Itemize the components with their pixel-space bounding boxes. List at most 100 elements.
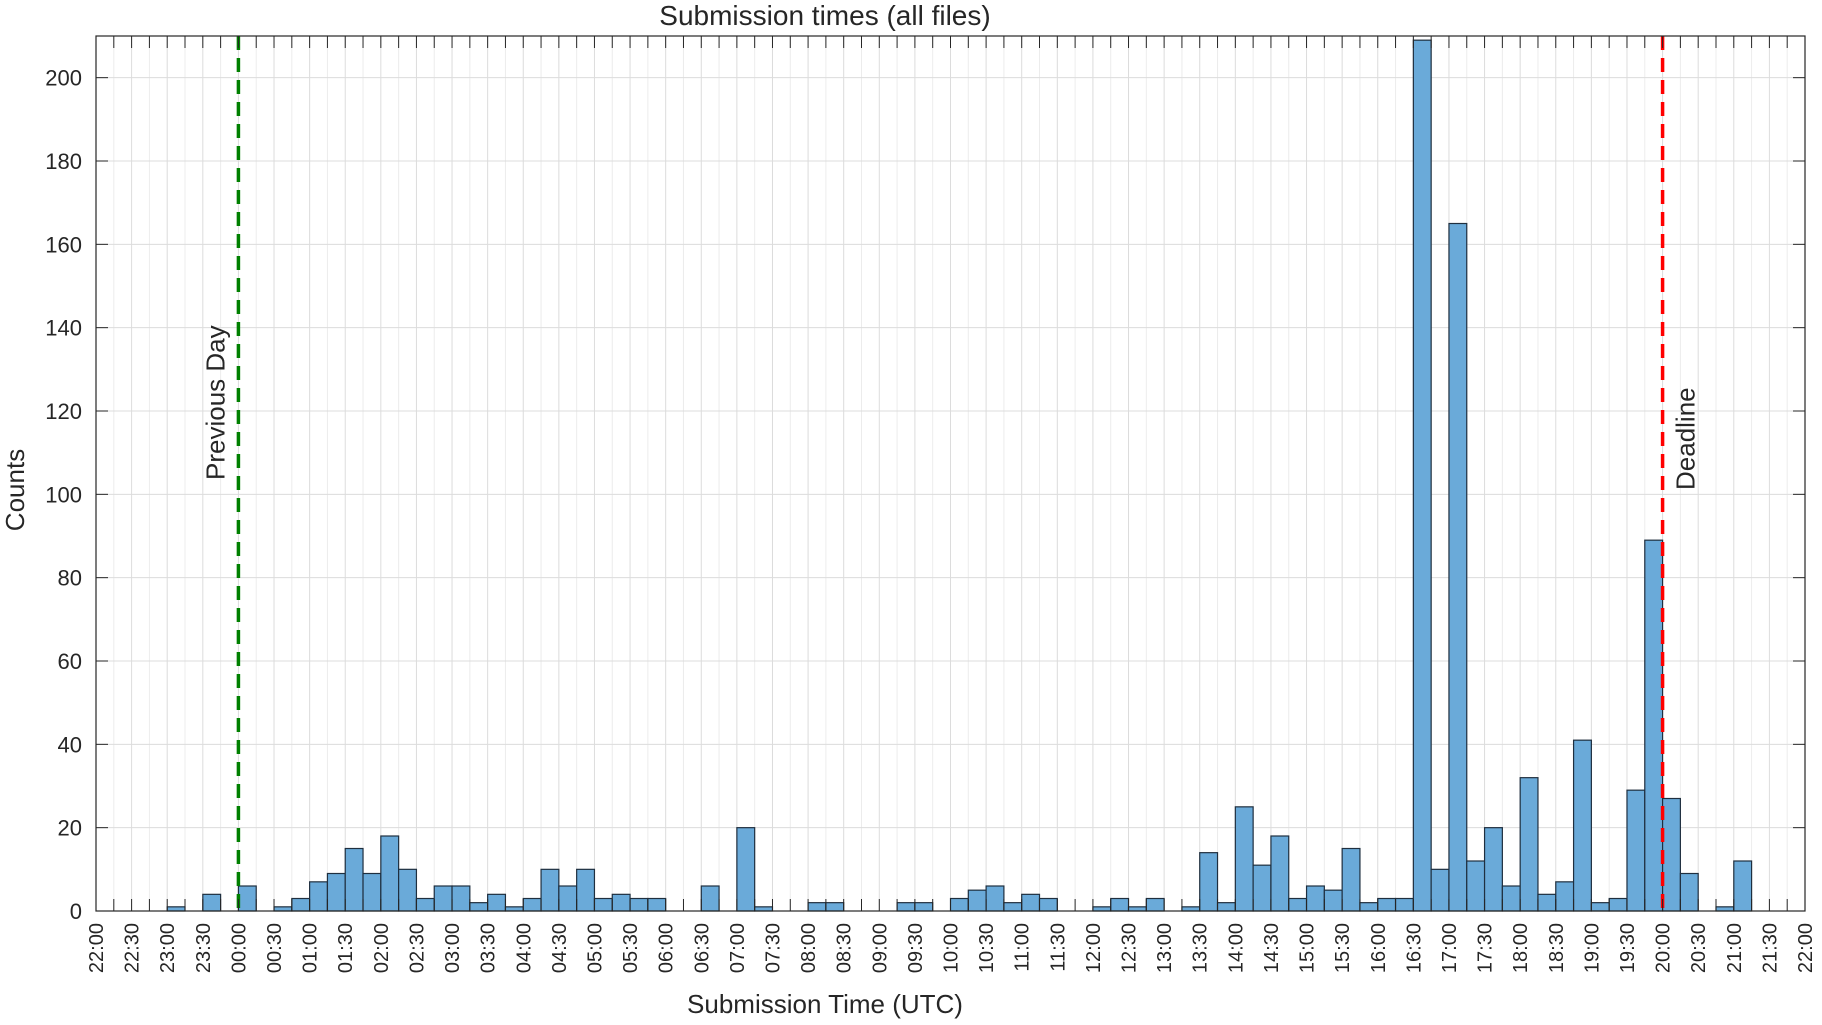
x-tick-label: 08:30 <box>834 923 856 973</box>
histogram-bar <box>1590 902 1610 912</box>
x-tick-label: 16:00 <box>1368 923 1390 973</box>
x-tick-label: 18:00 <box>1510 923 1532 973</box>
y-tick-label: 200 <box>45 66 82 91</box>
x-tick-label: 03:00 <box>442 923 464 973</box>
histogram-bar <box>237 885 257 912</box>
histogram-bar <box>291 897 311 912</box>
x-tick-label: 17:00 <box>1439 923 1461 973</box>
histogram-bar <box>1110 897 1130 912</box>
y-tick-label: 40 <box>58 732 82 757</box>
histogram-bar <box>540 868 560 912</box>
x-tick-label: 20:30 <box>1688 923 1710 973</box>
histogram-bar <box>1519 777 1539 912</box>
histogram-bar <box>166 906 186 912</box>
histogram-bar <box>202 893 222 912</box>
histogram-bar <box>1537 893 1557 912</box>
histogram-bar <box>1199 852 1219 912</box>
histogram-bar <box>1021 893 1041 912</box>
x-tick-label: 02:00 <box>371 923 393 973</box>
histogram-bar <box>504 906 524 912</box>
y-tick-label: 60 <box>58 649 82 674</box>
histogram-bar <box>1412 39 1432 912</box>
x-tick-label: 02:30 <box>406 923 428 973</box>
histogram-bar <box>1572 739 1592 912</box>
histogram-bar <box>1181 906 1201 912</box>
histogram-bar <box>309 881 329 912</box>
x-tick-label: 19:00 <box>1581 923 1603 973</box>
x-tick-label: 15:00 <box>1297 923 1319 973</box>
x-tick-label: 07:00 <box>727 923 749 973</box>
histogram-bar <box>1252 864 1272 912</box>
x-tick-label: 04:00 <box>513 923 535 973</box>
x-tick-label: 03:30 <box>478 923 500 973</box>
histogram-bar <box>629 897 649 912</box>
x-tick-label: 10:00 <box>941 923 963 973</box>
x-tick-label: 14:00 <box>1225 923 1247 973</box>
histogram-bar <box>576 868 596 912</box>
x-tick-label: 04:30 <box>549 923 571 973</box>
x-tick-label: 06:00 <box>656 923 678 973</box>
x-tick-label: 12:00 <box>1083 923 1105 973</box>
y-axis-label: Counts <box>0 449 30 531</box>
x-tick-label: 13:30 <box>1190 923 1212 973</box>
histogram-bar <box>1359 902 1379 912</box>
histogram-bar <box>1661 797 1681 912</box>
histogram-bar <box>398 868 418 912</box>
histogram-bar <box>487 893 507 912</box>
y-tick-label: 100 <box>45 482 82 507</box>
x-tick-label: 21:00 <box>1724 923 1746 973</box>
histogram-bar <box>1003 902 1023 912</box>
histogram-bar <box>825 902 845 912</box>
x-tick-label: 14:30 <box>1261 923 1283 973</box>
histogram-bar <box>1145 897 1165 912</box>
y-tick-label: 120 <box>45 399 82 424</box>
y-tick-label: 140 <box>45 316 82 341</box>
histogram-bar <box>1608 897 1628 912</box>
y-tick-labels: 0 20 40 60 80 100 120 140 160 180 200 <box>45 66 82 924</box>
x-tick-label: 07:30 <box>762 923 784 973</box>
histogram-bar <box>415 897 435 912</box>
histogram-bar <box>700 885 720 912</box>
histogram-bar <box>273 906 293 912</box>
histogram-bar <box>433 885 453 912</box>
histogram-bar <box>1270 835 1290 912</box>
histogram-bar <box>451 885 471 912</box>
ticks-layer <box>95 36 1806 912</box>
chart-title: Submission times (all files) <box>659 0 990 31</box>
x-tick-label: 12:30 <box>1119 923 1141 973</box>
histogram-bar <box>967 889 987 912</box>
histogram-bar <box>611 893 631 912</box>
histogram-bar <box>647 897 667 912</box>
annotation-label: Previous Day <box>200 325 230 480</box>
x-tick-label: 11:30 <box>1047 923 1069 972</box>
x-tick-label: 23:00 <box>157 923 179 973</box>
histogram-bar <box>807 902 827 912</box>
x-tick-label: 15:30 <box>1332 923 1354 973</box>
x-tick-label: 18:30 <box>1546 923 1568 973</box>
histogram-bar <box>1092 906 1112 912</box>
x-tick-label: 17:30 <box>1475 923 1497 973</box>
histogram-bar <box>1626 789 1646 912</box>
y-tick-label: 20 <box>58 816 82 841</box>
annotation-label: Deadline <box>1671 387 1701 490</box>
x-tick-label: 09:00 <box>869 923 891 973</box>
x-tick-label: 22:30 <box>122 923 144 973</box>
x-tick-label: 05:00 <box>584 923 606 973</box>
histogram-bar <box>522 897 542 912</box>
histogram-bar <box>344 847 364 912</box>
histogram-bar <box>1323 889 1343 912</box>
histogram-bar <box>914 902 934 912</box>
x-tick-label: 22:00 <box>86 923 108 973</box>
histogram-bar <box>1305 885 1325 912</box>
x-tick-label: 13:00 <box>1154 923 1176 973</box>
histogram-bar <box>1288 897 1308 912</box>
histogram-bar <box>1448 222 1468 912</box>
histogram-bar <box>326 872 346 912</box>
annotations-layer: Previous Day Deadline <box>200 36 1701 911</box>
histogram-bar <box>736 827 756 912</box>
histogram-bar <box>1216 902 1236 912</box>
x-tick-label: 10:30 <box>976 923 998 973</box>
x-tick-label: 20:00 <box>1653 923 1675 973</box>
x-tick-label: 11:00 <box>1012 923 1034 972</box>
